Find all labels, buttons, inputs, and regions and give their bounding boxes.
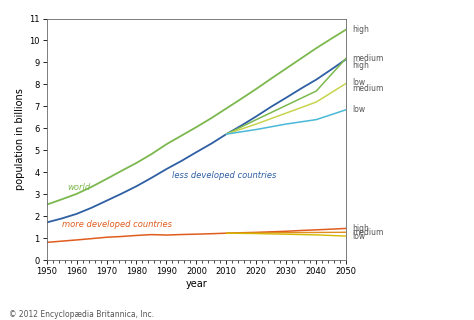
Text: world: world bbox=[68, 183, 91, 192]
Text: medium: medium bbox=[352, 228, 383, 237]
Y-axis label: population in billions: population in billions bbox=[15, 88, 25, 190]
Text: © 2012 Encyclopædia Britannica, Inc.: © 2012 Encyclopædia Britannica, Inc. bbox=[9, 310, 155, 319]
X-axis label: year: year bbox=[185, 279, 207, 289]
Text: high: high bbox=[352, 25, 369, 34]
Text: high: high bbox=[352, 224, 369, 233]
Text: low: low bbox=[352, 78, 365, 87]
Text: high: high bbox=[352, 61, 369, 70]
Text: medium: medium bbox=[352, 84, 383, 93]
Text: medium: medium bbox=[352, 53, 383, 63]
Text: low: low bbox=[352, 105, 365, 114]
Text: low: low bbox=[352, 232, 365, 241]
Text: less developed countries: less developed countries bbox=[173, 171, 277, 180]
Text: more developed countries: more developed countries bbox=[62, 220, 172, 229]
